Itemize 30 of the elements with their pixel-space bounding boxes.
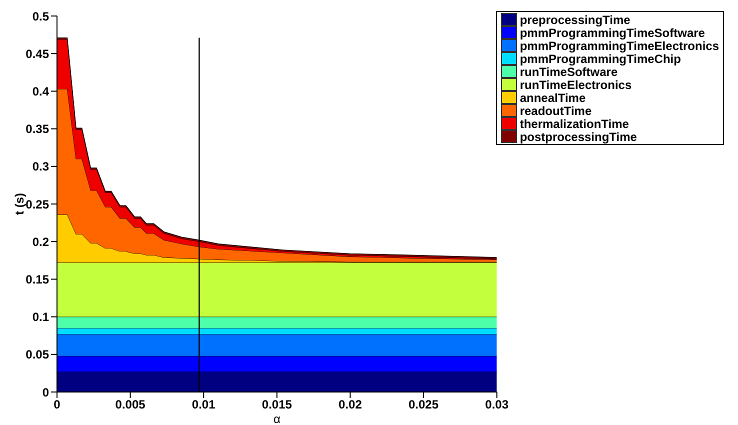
- legend-label: annealTime: [520, 90, 586, 104]
- legend-label: runTimeElectronics: [520, 78, 632, 92]
- x-tick-label: 0.03: [485, 398, 509, 412]
- y-tick-label: 0.05: [26, 348, 50, 362]
- y-tick-label: 0: [42, 385, 50, 400]
- legend-label: thermalizationTime: [520, 116, 629, 130]
- y-tick-label: 0.3: [32, 160, 50, 174]
- x-tick-label: 0.005: [115, 398, 146, 412]
- legend-label: readoutTime: [520, 104, 592, 118]
- y-tick-label: 0.35: [26, 122, 50, 136]
- x-tick-label: 0.015: [262, 398, 292, 412]
- y-tick-label: 0.5: [32, 9, 50, 24]
- legend-label: preprocessingTime: [520, 12, 630, 26]
- x-tick-label: 0.01: [192, 398, 216, 412]
- y-tick-label: 0.25: [26, 197, 50, 212]
- y-tick-label: 0.45: [26, 46, 50, 61]
- y-tick-label: 0.4: [32, 84, 50, 98]
- legend-label: pmmProgrammingTimeSoftware: [520, 26, 705, 40]
- y-tick-label: 0.15: [26, 272, 50, 286]
- legend-label: pmmProgrammingTimeChip: [520, 52, 681, 66]
- y-tick-label: 0.2: [32, 234, 50, 249]
- legend-label: postprocessingTime: [520, 130, 637, 144]
- legend-label: pmmProgrammingTimeElectronics: [520, 38, 719, 52]
- x-tick-label: 0.02: [338, 398, 362, 412]
- x-axis-title: α: [273, 412, 280, 425]
- x-tick-label: 0.025: [408, 398, 439, 412]
- legend-label: runTimeSoftware: [520, 64, 618, 78]
- y-tick-label: 0.1: [32, 310, 50, 324]
- y-axis-title: t (s): [12, 193, 26, 215]
- x-tick-label: 0: [54, 398, 61, 412]
